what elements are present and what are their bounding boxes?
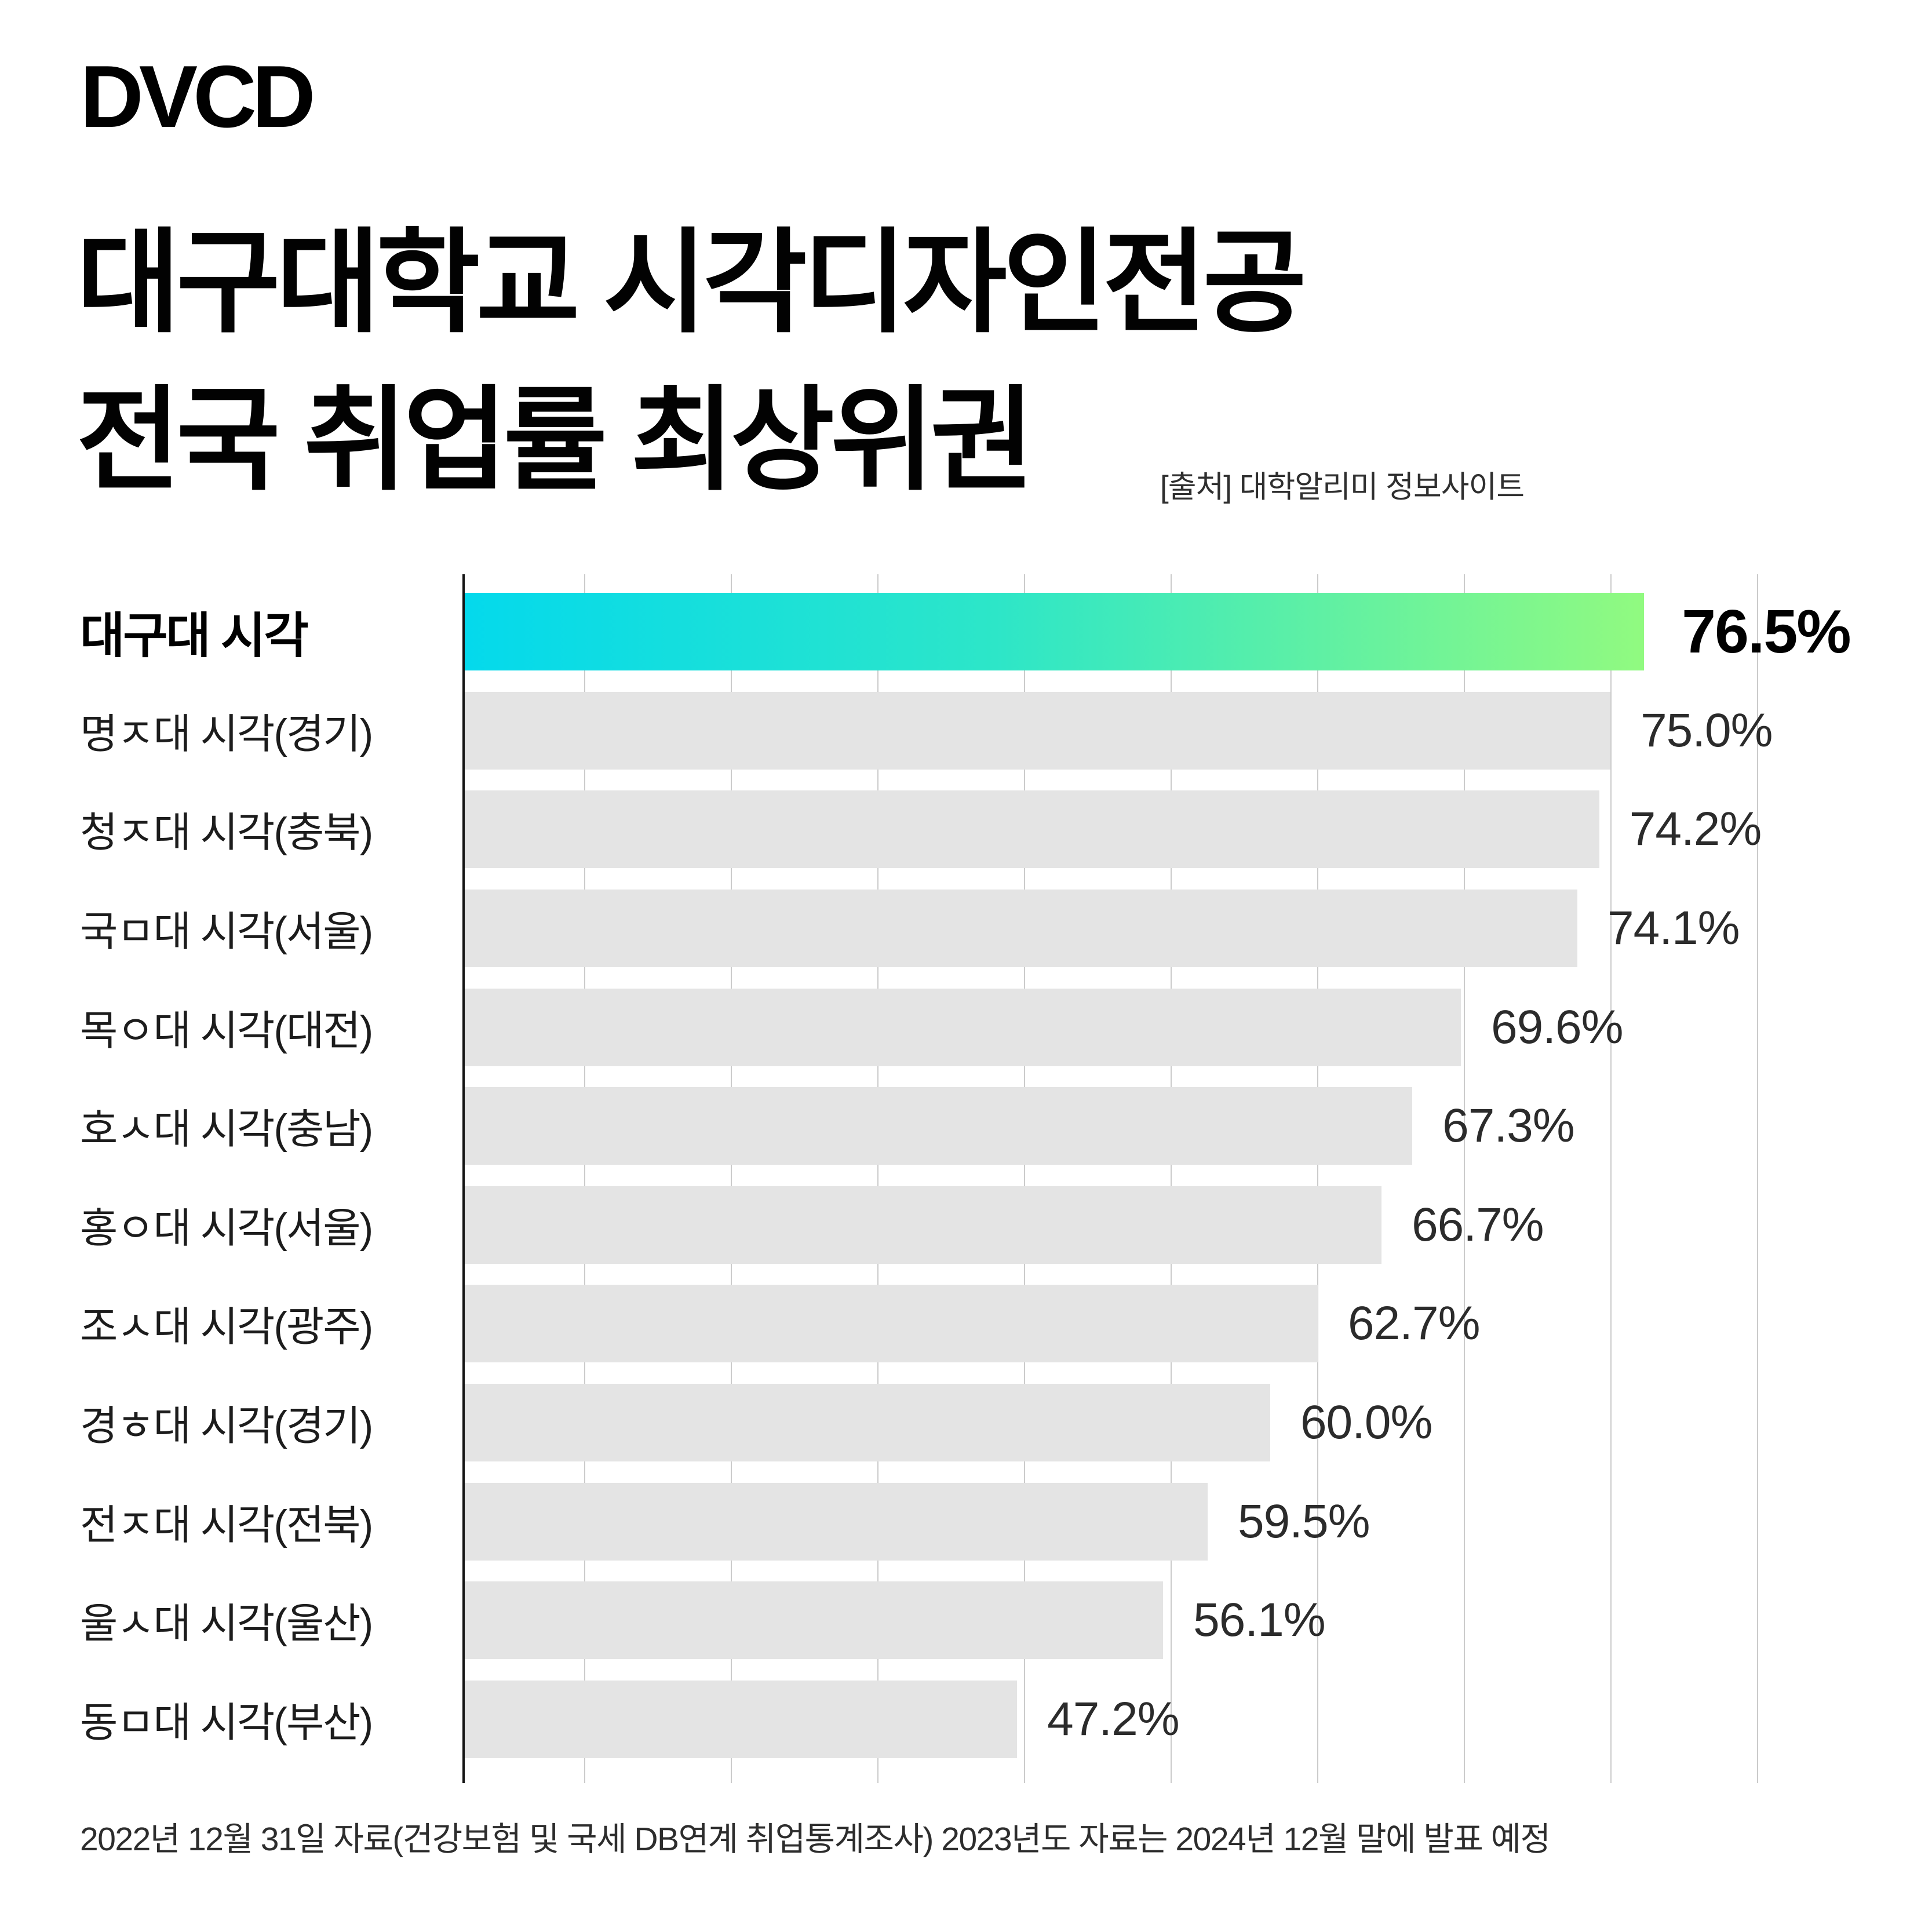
gridline xyxy=(1024,574,1025,1783)
row-label: 목ㅇ대 시각(대전) xyxy=(80,1008,373,1054)
bar-track: 76.5% xyxy=(465,593,1932,671)
row-label: 명ㅈ대 시각(경기) xyxy=(80,711,373,757)
footnote: 2022년 12월 31일 자료(건강보험 및 국세 DB연계 취업통계조사) … xyxy=(80,1821,1551,1858)
bar-track: 74.2% xyxy=(465,790,1932,869)
chart-row: 동ㅁ대 시각(부산) 47.2% xyxy=(0,1670,1932,1769)
value-label: 74.1% xyxy=(1607,902,1740,955)
value-label: 56.1% xyxy=(1193,1594,1326,1647)
bar-track: 66.7% xyxy=(465,1186,1932,1264)
value-label: 66.7% xyxy=(1412,1198,1544,1251)
bar xyxy=(465,1087,1413,1165)
row-label: 경ㅎ대 시각(경기) xyxy=(80,1404,373,1450)
value-label: 69.6% xyxy=(1491,1000,1624,1054)
bar-track: 75.0% xyxy=(465,691,1932,770)
row-label: 대구대 시각 xyxy=(80,608,309,663)
gridline xyxy=(1317,574,1318,1783)
gridline xyxy=(1610,574,1612,1783)
value-label: 74.2% xyxy=(1629,803,1762,856)
chart-row: 목ㅇ대 시각(대전) 69.6% xyxy=(0,978,1932,1077)
row-label: 홍ㅇ대 시각(서울) xyxy=(80,1205,373,1252)
gridline xyxy=(731,574,732,1783)
row-label: 호ㅅ대 시각(충남) xyxy=(80,1107,373,1153)
bar xyxy=(465,1680,1018,1758)
value-label: 60.0% xyxy=(1300,1396,1433,1449)
bar xyxy=(465,1384,1270,1462)
bar xyxy=(465,988,1461,1066)
bar xyxy=(465,890,1577,968)
value-label: 76.5% xyxy=(1682,597,1851,666)
row-label: 전ㅈ대 시각(전북) xyxy=(80,1502,373,1548)
value-label: 59.5% xyxy=(1237,1494,1370,1548)
brand-logo: DVCD xyxy=(80,48,316,146)
bar xyxy=(465,1285,1318,1363)
source-note: [출처] 대학알리미 정보사이트 xyxy=(1160,470,1525,504)
chart-row: 호ㅅ대 시각(충남) 67.3% xyxy=(0,1077,1932,1176)
chart-row: 울ㅅ대 시각(울산) 56.1% xyxy=(0,1571,1932,1670)
bar-track: 74.1% xyxy=(465,890,1932,968)
gridline xyxy=(584,574,585,1783)
y-axis-line xyxy=(462,574,465,1783)
bar xyxy=(465,593,1645,671)
value-label: 62.7% xyxy=(1347,1297,1481,1350)
bar-track: 60.0% xyxy=(465,1384,1932,1462)
bar xyxy=(465,1581,1164,1660)
bar-track: 62.7% xyxy=(465,1285,1932,1363)
row-label: 국ㅁ대 시각(서울) xyxy=(80,909,373,956)
bar-track: 59.5% xyxy=(465,1482,1932,1561)
row-label: 울ㅅ대 시각(울산) xyxy=(80,1601,373,1647)
row-label: 조ㅅ대 시각(광주) xyxy=(80,1304,373,1351)
title-line-1: 대구대학교 시각디자인전공 xyxy=(76,220,1307,346)
value-label: 47.2% xyxy=(1047,1692,1180,1745)
chart-row: 청ㅈ대 시각(충북) 74.2% xyxy=(0,780,1932,879)
row-label: 동ㅁ대 시각(부산) xyxy=(80,1700,373,1746)
chart-row: 홍ㅇ대 시각(서울) 66.7% xyxy=(0,1176,1932,1275)
bar xyxy=(465,1186,1382,1264)
bar-track: 69.6% xyxy=(465,988,1932,1066)
bar-rows: 대구대 시각 76.5% 명ㅈ대 시각(경기) 75.0% 청ㅈ대 시각(충북) 74.2… xyxy=(0,582,1932,1769)
gridline xyxy=(1171,574,1172,1783)
chart-row: 대구대 시각 76.5% xyxy=(0,582,1932,681)
bar-track: 67.3% xyxy=(465,1087,1932,1165)
bar-track: 56.1% xyxy=(465,1581,1932,1660)
bar xyxy=(465,790,1599,869)
title-line-2: 전국 취업률 최상위권 xyxy=(76,377,1034,504)
bar xyxy=(465,691,1611,770)
gridline xyxy=(1464,574,1465,1783)
value-label: 67.3% xyxy=(1442,1099,1575,1153)
value-label: 75.0% xyxy=(1641,703,1773,757)
gridline xyxy=(877,574,878,1783)
row-label: 청ㅈ대 시각(충북) xyxy=(80,810,373,856)
chart-row: 국ㅁ대 시각(서울) 74.1% xyxy=(0,879,1932,978)
chart-row: 전ㅈ대 시각(전북) 59.5% xyxy=(0,1472,1932,1571)
gridline xyxy=(1757,574,1758,1783)
bar xyxy=(465,1482,1208,1561)
bar-track: 47.2% xyxy=(465,1680,1932,1758)
chart-row: 조ㅅ대 시각(광주) 62.7% xyxy=(0,1274,1932,1373)
page-title: 대구대학교 시각디자인전공 전국 취업률 최상위권 xyxy=(76,204,1307,519)
chart-row: 경ㅎ대 시각(경기) 60.0% xyxy=(0,1373,1932,1472)
chart-row: 명ㅈ대 시각(경기) 75.0% xyxy=(0,681,1932,781)
